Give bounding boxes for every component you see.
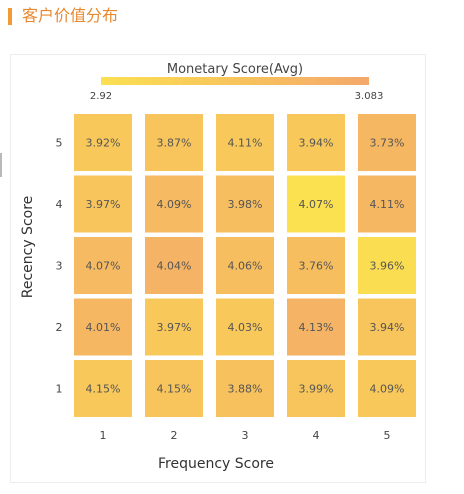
- x-tick-label: 5: [384, 429, 391, 442]
- cell-value-label: 3.88%: [228, 383, 263, 396]
- heatmap-cell: [287, 360, 345, 417]
- y-tick-label: 3: [56, 260, 63, 273]
- cell-value-label: 3.73%: [370, 137, 405, 150]
- cell-value-label: 3.87%: [157, 137, 192, 150]
- x-axis-label: Frequency Score: [158, 456, 274, 472]
- cell-value-label: 3.96%: [370, 260, 405, 273]
- heatmap-cell: [74, 360, 132, 417]
- x-tick-label: 4: [313, 429, 320, 442]
- cell-value-label: 4.11%: [370, 198, 405, 211]
- heatmap-cell: [287, 114, 345, 171]
- cell-value-label: 4.13%: [299, 321, 334, 334]
- legend-title: Monetary Score(Avg): [167, 62, 303, 77]
- y-axis-ticks: 5 4 3 2 1: [56, 137, 63, 396]
- cell-value-label: 3.94%: [299, 137, 334, 150]
- heatmap-cell: [145, 360, 203, 417]
- cell-value-label: 3.94%: [370, 321, 405, 334]
- cell-value-label: 4.11%: [228, 137, 263, 150]
- heatmap-cells: 3.92% 3.87% 4.11% 3.94% 3.73% 3.97% 4.09% 3.98%…: [74, 114, 416, 417]
- heatmap-cell: [358, 298, 416, 356]
- heatmap-cell: [287, 175, 345, 233]
- section-title: 客户价值分布: [22, 6, 119, 25]
- heatmap-cell: [145, 114, 203, 171]
- cell-value-label: 4.06%: [228, 260, 263, 273]
- heatmap-cell: [216, 114, 274, 171]
- cell-value-label: 4.07%: [86, 260, 121, 273]
- cell-value-label: 4.09%: [370, 383, 405, 396]
- cell-value-label: 3.97%: [157, 321, 192, 334]
- cell-value-label: 4.15%: [86, 383, 121, 396]
- cell-value-label: 3.98%: [228, 198, 263, 211]
- heatmap-cell: [358, 237, 416, 294]
- x-tick-label: 3: [242, 429, 249, 442]
- cell-value-label: 3.92%: [86, 137, 121, 150]
- heatmap-cell: [74, 114, 132, 171]
- heatmap-cell: [358, 114, 416, 171]
- heatmap-cell: [145, 237, 203, 294]
- x-tick-label: 1: [100, 429, 107, 442]
- cell-value-label: 4.15%: [157, 383, 192, 396]
- cell-value-label: 4.01%: [86, 321, 121, 334]
- x-tick-label: 2: [171, 429, 178, 442]
- heatmap-cell: [216, 360, 274, 417]
- y-tick-label: 1: [56, 383, 63, 396]
- y-tick-label: 4: [56, 198, 63, 211]
- y-tick-label: 5: [56, 137, 63, 150]
- section-header: 客户价值分布: [0, 0, 464, 36]
- heatmap-cell: [358, 175, 416, 233]
- legend-max-label: 3.083: [355, 91, 384, 102]
- heatmap-cell: [287, 237, 345, 294]
- heatmap-cell: [216, 298, 274, 356]
- cell-value-label: 3.97%: [86, 198, 121, 211]
- panel-edge-marker: [0, 153, 2, 177]
- heatmap-cell: [74, 175, 132, 233]
- heatmap-cell: [74, 298, 132, 356]
- heatmap-cell: [74, 237, 132, 294]
- heatmap-cell: [145, 298, 203, 356]
- heatmap-cell: [287, 298, 345, 356]
- heatmap-cell: [358, 360, 416, 417]
- y-tick-label: 2: [56, 321, 63, 334]
- header-accent-bar: [8, 8, 12, 25]
- legend-min-label: 2.92: [90, 91, 112, 102]
- heatmap-cell: [216, 237, 274, 294]
- y-axis-label: Recency Score: [20, 196, 36, 299]
- cell-value-label: 4.03%: [228, 321, 263, 334]
- heatmap-cell: [216, 175, 274, 233]
- cell-value-label: 4.04%: [157, 260, 192, 273]
- cell-value-label: 4.09%: [157, 198, 192, 211]
- chart-panel: Monetary Score(Avg) 2.92 3.083 3.92% 3.87…: [10, 54, 426, 483]
- legend-color-bar: [101, 77, 369, 85]
- cell-value-label: 3.76%: [299, 260, 334, 273]
- heatmap-chart: Monetary Score(Avg) 2.92 3.083 3.92% 3.87…: [20, 62, 416, 472]
- x-axis-ticks: 1 2 3 4 5: [100, 429, 391, 442]
- heatmap-cell: [145, 175, 203, 233]
- cell-value-label: 4.07%: [299, 198, 334, 211]
- cell-value-label: 3.99%: [299, 383, 334, 396]
